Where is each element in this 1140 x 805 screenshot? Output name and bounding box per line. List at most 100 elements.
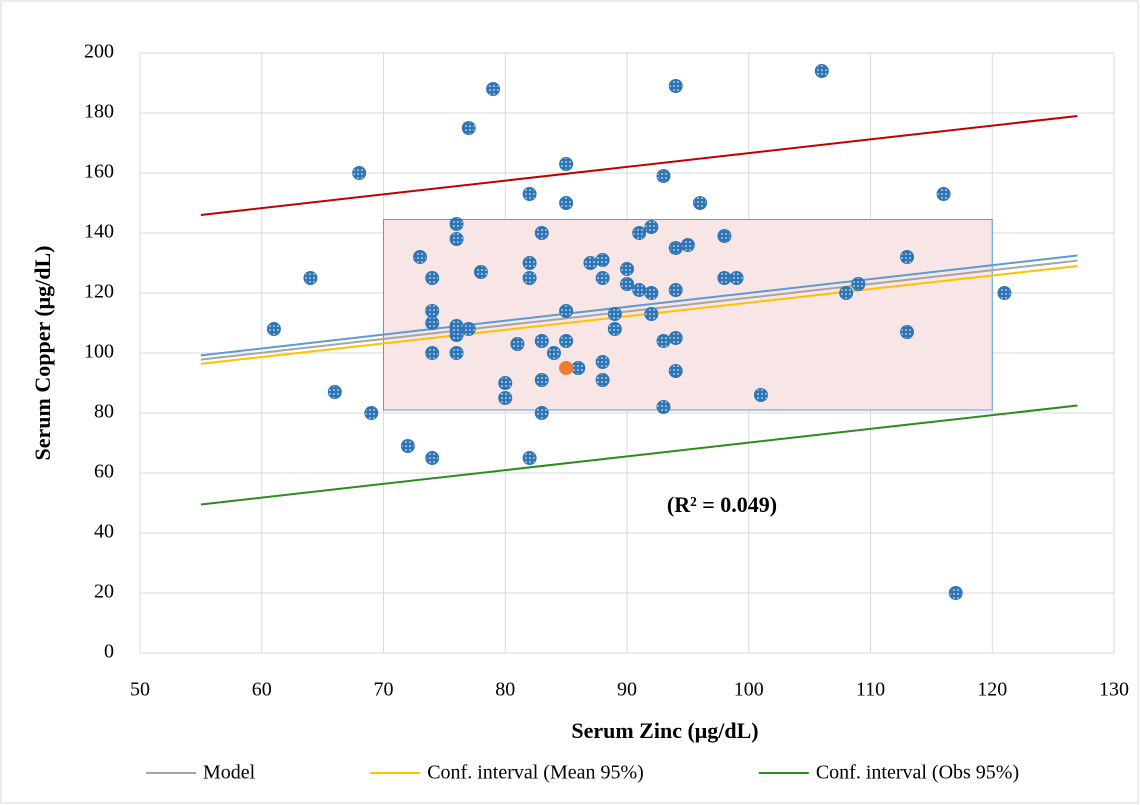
data-point bbox=[510, 337, 525, 351]
data-point bbox=[632, 226, 647, 240]
data-point bbox=[425, 451, 440, 465]
data-point bbox=[620, 277, 634, 291]
data-point bbox=[425, 316, 440, 330]
data-point bbox=[656, 334, 671, 348]
data-point bbox=[656, 400, 671, 414]
data-point bbox=[522, 187, 537, 201]
x-tick-label: 50 bbox=[130, 679, 150, 701]
annotation: (R² = 0.049) bbox=[667, 492, 777, 517]
data-point bbox=[534, 406, 549, 420]
data-point bbox=[680, 238, 695, 252]
data-point bbox=[997, 286, 1012, 300]
data-point bbox=[303, 271, 318, 285]
data-point bbox=[400, 439, 415, 453]
data-point bbox=[900, 325, 915, 339]
data-point bbox=[607, 322, 622, 336]
y-tick-label: 140 bbox=[84, 221, 114, 243]
data-point bbox=[522, 256, 537, 270]
regression-line bbox=[200, 115, 1078, 216]
data-point bbox=[425, 346, 440, 360]
data-point bbox=[534, 334, 549, 348]
data-point bbox=[364, 406, 379, 420]
y-tick-label: 40 bbox=[94, 521, 114, 543]
y-tick-label: 80 bbox=[94, 401, 114, 423]
y-tick-label: 100 bbox=[84, 341, 114, 363]
y-tick-label: 60 bbox=[94, 461, 114, 483]
regression-line bbox=[200, 259, 1078, 361]
data-point bbox=[595, 373, 610, 387]
data-point bbox=[729, 271, 744, 285]
x-tick-label: 60 bbox=[252, 679, 272, 701]
data-point bbox=[461, 322, 476, 336]
legend-label: Conf. interval (Obs 95%) bbox=[816, 762, 1019, 784]
data-point bbox=[814, 64, 829, 78]
regression-line bbox=[200, 265, 1078, 365]
data-point bbox=[449, 319, 464, 333]
data-point bbox=[498, 376, 513, 390]
data-point bbox=[595, 355, 610, 369]
data-point bbox=[620, 262, 634, 276]
data-point bbox=[534, 226, 549, 240]
regression-line bbox=[200, 254, 1078, 357]
data-point bbox=[413, 250, 428, 264]
data-point bbox=[632, 283, 647, 297]
y-axis-title: Serum Copper (μg/dL) bbox=[30, 246, 55, 461]
data-point bbox=[559, 304, 574, 318]
data-point bbox=[559, 361, 574, 375]
data-point bbox=[571, 361, 586, 375]
x-tick-label: 130 bbox=[1099, 679, 1129, 701]
y-tick-label: 120 bbox=[84, 281, 114, 303]
data-point bbox=[644, 307, 659, 321]
y-tick-label: 200 bbox=[84, 41, 114, 63]
data-point bbox=[461, 121, 476, 135]
x-axis-title: Serum Zinc (μg/dL) bbox=[571, 718, 758, 743]
data-point bbox=[266, 322, 281, 336]
x-tick-label: 80 bbox=[495, 679, 515, 701]
data-point bbox=[522, 451, 537, 465]
data-point bbox=[559, 196, 574, 210]
data-point bbox=[352, 166, 367, 180]
y-tick-label: 180 bbox=[84, 101, 114, 123]
x-tick-label: 110 bbox=[856, 679, 885, 701]
data-point bbox=[839, 286, 854, 300]
data-point bbox=[900, 250, 915, 264]
data-point bbox=[559, 334, 574, 348]
data-point bbox=[449, 217, 464, 231]
data-point bbox=[644, 286, 659, 300]
y-tick-label: 0 bbox=[104, 641, 114, 663]
data-point bbox=[534, 373, 549, 387]
y-tick-label: 20 bbox=[94, 581, 114, 603]
legend-label: Model bbox=[203, 762, 256, 784]
data-point bbox=[583, 256, 598, 270]
data-point bbox=[486, 82, 501, 96]
x-tick-label: 100 bbox=[734, 679, 764, 701]
data-point bbox=[717, 229, 732, 243]
data-point bbox=[449, 346, 464, 360]
data-point bbox=[546, 346, 561, 360]
data-point bbox=[522, 271, 537, 285]
data-point bbox=[717, 271, 732, 285]
data-point bbox=[473, 265, 488, 279]
data-point bbox=[668, 364, 683, 378]
y-tick-label: 160 bbox=[84, 161, 114, 183]
data-point bbox=[668, 79, 683, 93]
data-point bbox=[425, 304, 440, 318]
regression-line bbox=[200, 404, 1078, 506]
data-point bbox=[668, 283, 683, 297]
data-point bbox=[449, 232, 464, 246]
data-point bbox=[656, 169, 671, 183]
x-tick-label: 70 bbox=[374, 679, 394, 701]
x-tick-label: 120 bbox=[977, 679, 1007, 701]
data-point bbox=[693, 196, 708, 210]
legend-label: Conf. interval (Mean 95%) bbox=[427, 762, 644, 784]
data-point bbox=[753, 388, 768, 402]
data-point bbox=[498, 391, 513, 405]
data-point bbox=[936, 187, 951, 201]
data-point bbox=[948, 586, 963, 600]
data-point bbox=[327, 385, 342, 399]
data-point bbox=[559, 157, 574, 171]
data-point bbox=[595, 253, 610, 267]
data-point bbox=[595, 271, 610, 285]
data-point bbox=[425, 271, 440, 285]
